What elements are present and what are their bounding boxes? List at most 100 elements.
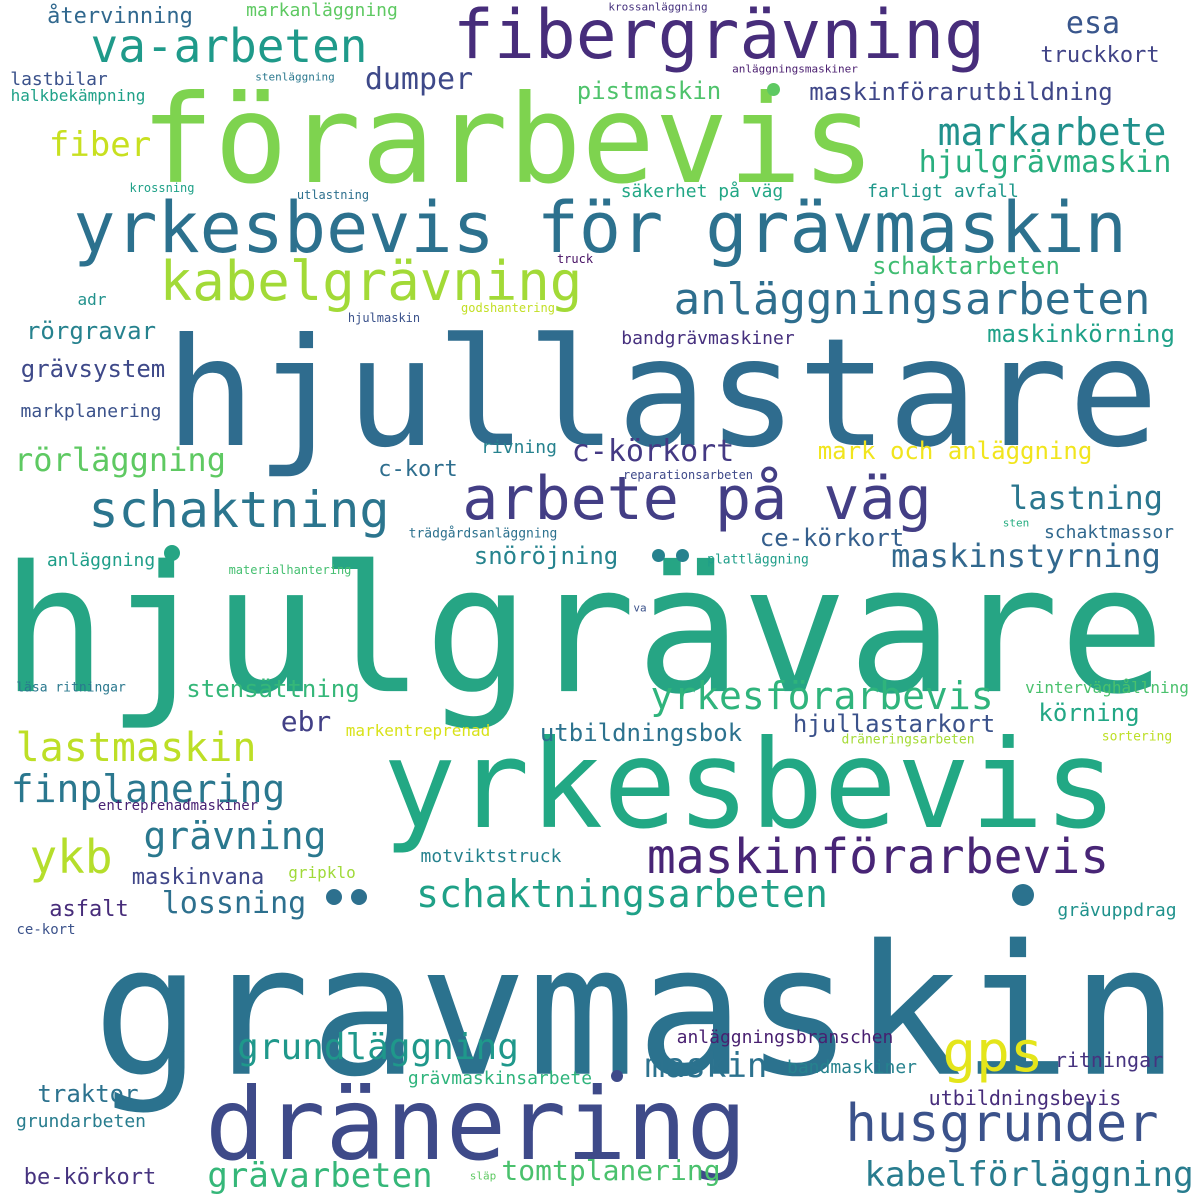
word-mark-och-anlaggning[interactable]: mark och anläggning [817, 437, 1093, 465]
word-motviktstruck[interactable]: motviktstruck [420, 846, 562, 867]
word-pistmaskin[interactable]: pistmaskin [576, 77, 722, 105]
word-vintervaghallning[interactable]: vinterväghållning [1025, 678, 1189, 697]
word-materialhantering[interactable]: materialhantering [228, 563, 352, 577]
word-entreprenadmaskiner[interactable]: entreprenadmaskiner [97, 798, 259, 814]
word-rorgravar[interactable]: rörgravar [25, 317, 157, 345]
word-kabelforlaggning[interactable]: kabelförläggning [864, 1154, 1194, 1195]
word-gravarbeten[interactable]: grävarbeten [207, 1156, 433, 1196]
word-arbete-pa-vag[interactable]: arbete på väg [462, 464, 932, 534]
word-va[interactable]: va [633, 601, 647, 615]
word-sten[interactable]: sten [1002, 516, 1030, 530]
word-stensattning[interactable]: stensättning [186, 675, 360, 703]
word-yrkesbevis-for-gravmaskin[interactable]: yrkesbevis för grävmaskin [73, 187, 1127, 269]
word-schaktmassor[interactable]: schaktmassor [1043, 522, 1175, 543]
word-asfalt[interactable]: asfalt [49, 897, 129, 922]
word-hjullastare[interactable]: hjullastare [165, 307, 1159, 481]
word-anlaggning[interactable]: anläggning [46, 550, 156, 571]
word-lossning[interactable]: lossning [161, 886, 307, 921]
word-markarbete[interactable]: markarbete [937, 110, 1167, 154]
word-krossanlaggning[interactable]: krossanläggning [608, 0, 708, 14]
word-maskinkorning[interactable]: maskinkörning [987, 320, 1175, 348]
word-korning[interactable]: körning [1038, 699, 1140, 727]
word-husgrunder[interactable]: husgrunder [845, 1094, 1159, 1154]
word-markanlaggning[interactable]: markanläggning [246, 0, 398, 21]
word-c-korkort[interactable]: c-körkort [571, 434, 735, 469]
word-hjulgravare[interactable]: hjulgrävare [1, 529, 1165, 734]
word-grundarbeten[interactable]: grundarbeten [15, 1111, 147, 1132]
word-ritningar[interactable]: ritningar [1054, 1048, 1164, 1072]
word-reparationsarbeten[interactable]: reparationsarbeten [622, 468, 754, 482]
word-lastmaskin[interactable]: lastmaskin [15, 725, 257, 771]
word-grundlaggning[interactable]: grundläggning [237, 1027, 519, 1068]
word-ce-kort[interactable]: ce-kort [16, 922, 76, 938]
word-maskin[interactable]: maskin [644, 1046, 768, 1086]
word-traktor[interactable]: traktor [37, 1080, 139, 1108]
word-markplanering[interactable]: markplanering [20, 401, 162, 422]
word-stenlaggning[interactable]: stenläggning [255, 70, 335, 84]
word-gravmaskin[interactable]: gravmaskin [92, 905, 1180, 1117]
word-maskinforarutbildning[interactable]: maskinförarutbildning [809, 78, 1113, 106]
word-krossning[interactable]: krossning [129, 181, 195, 195]
word-anlaggningsmaskiner[interactable]: anläggningsmaskiner [732, 62, 858, 76]
word-sortering[interactable]: sortering [1101, 729, 1173, 745]
word-slap[interactable]: släp [469, 1169, 497, 1183]
word-godshantering[interactable]: godshantering [461, 301, 555, 315]
word-maskinforarbevis[interactable]: maskinförarbevis [646, 829, 1110, 885]
word-hjullastarkort[interactable]: hjullastarkort [792, 710, 996, 738]
word-be-korkort[interactable]: be-körkort [23, 1165, 157, 1190]
word-gravsystem[interactable]: grävsystem [20, 355, 166, 383]
word-gps[interactable]: gps [942, 1020, 1044, 1085]
word-snorojning[interactable]: snöröjning [473, 542, 619, 570]
word-dranering[interactable]: dränering [205, 1066, 747, 1183]
word-finplanering[interactable]: finplanering [10, 767, 286, 811]
word-yrkesforarbevis[interactable]: yrkesförarbevis [650, 674, 994, 718]
word-tomtplanering[interactable]: tomtplanering [501, 1154, 721, 1187]
word-forarbevis[interactable]: förarbevis [140, 69, 876, 211]
word-ykb[interactable]: ykb [29, 830, 113, 884]
word-fiber[interactable]: fiber [48, 125, 152, 165]
word-draneringsarbeten[interactable]: dräneringsarbeten [841, 732, 975, 748]
word-rivning[interactable]: rivning [481, 437, 557, 458]
word-utbildningsbok[interactable]: utbildningsbok [539, 719, 743, 747]
word-fibergravning[interactable]: fibergrävning [452, 0, 986, 75]
word-ce-korkort[interactable]: ce-körkort [759, 524, 905, 552]
word-esa[interactable]: esa [1065, 6, 1121, 41]
word-lastbilar[interactable]: lastbilar [10, 69, 108, 90]
word-tradgardsanlaggning[interactable]: trädgårdsanläggning [408, 526, 558, 542]
word-schaktning[interactable]: schaktning [88, 481, 390, 539]
word-farligt-avfall[interactable]: farligt avfall [867, 181, 1019, 202]
word-gripklo[interactable]: gripklo [288, 863, 356, 882]
word-maskinvana[interactable]: maskinvana [131, 865, 265, 890]
word-ebr[interactable]: ebr [280, 705, 332, 738]
word-va-arbeten[interactable]: va-arbeten [90, 19, 368, 73]
word-rorlaggning[interactable]: rörläggning [14, 441, 226, 479]
word-hjulmaskin[interactable]: hjulmaskin [347, 311, 421, 325]
word-anlaggningsarbeten[interactable]: anläggningsarbeten [673, 274, 1151, 325]
word-plattlaggning[interactable]: plattläggning [707, 552, 809, 568]
word-bandgravmaskiner[interactable]: bandgrävmaskiner [621, 328, 795, 349]
word-utlastning[interactable]: utlastning [296, 188, 370, 202]
word-gravuppdrag[interactable]: grävuppdrag [1057, 900, 1177, 921]
word-hjulgravmaskin[interactable]: hjulgrävmaskin [918, 145, 1172, 180]
word-adr[interactable]: adr [77, 290, 107, 309]
word-sakerhet-pa-vag[interactable]: säkerhet på väg [620, 181, 784, 202]
word-gravning[interactable]: grävning [143, 814, 327, 858]
word-yrkesbevis[interactable]: yrkesbevis [382, 714, 1118, 856]
word-schaktningsarbeten[interactable]: schaktningsarbeten [416, 872, 828, 916]
word-gravmaskinsarbete[interactable]: grävmaskinsarbete [407, 1068, 593, 1089]
word-maskinstyrning[interactable]: maskinstyrning [891, 537, 1161, 575]
word-halkbekampning[interactable]: halkbekämpning [10, 86, 146, 105]
word-dumper[interactable]: dumper [364, 62, 474, 97]
word-bandmaskiner[interactable]: bandmaskiner [786, 1057, 918, 1078]
word-c-kort[interactable]: c-kort [378, 457, 458, 482]
word-lastning[interactable]: lastning [1008, 479, 1164, 517]
word-anlaggningsbranschen[interactable]: anläggningsbranschen [676, 1027, 894, 1048]
word-lasa-ritningar[interactable]: läsa ritningar [16, 680, 126, 696]
word-truckkort[interactable]: truckkort [1040, 43, 1160, 68]
word-atervinning[interactable]: återvinning [47, 4, 193, 29]
word-markentreprenad[interactable]: markentreprenad [345, 721, 491, 740]
word-truck[interactable]: truck [556, 252, 594, 266]
word-utbildningsbevis[interactable]: utbildningsbevis [928, 1086, 1122, 1110]
word-schaktarbeten[interactable]: schaktarbeten [872, 252, 1060, 280]
word-kabelgravning[interactable]: kabelgrävning [159, 250, 583, 313]
